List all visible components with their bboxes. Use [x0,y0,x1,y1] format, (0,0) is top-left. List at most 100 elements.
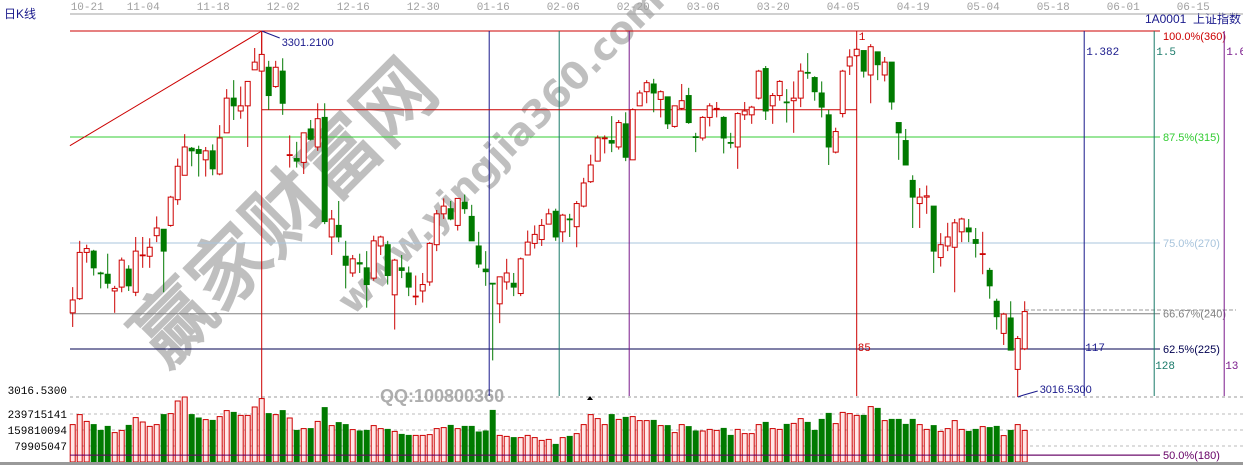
volume-bar [314,420,321,463]
volume-bar [279,410,286,463]
x-tick-label: 04-05 [827,2,860,14]
candle-body [678,100,685,109]
candle-body [433,213,440,246]
candle-body [321,116,328,223]
candle-body [370,240,377,279]
candle-body [405,272,412,288]
candle-body [496,276,503,305]
candle [356,253,363,273]
candle [202,146,209,177]
candle [111,285,118,313]
candle [678,83,685,110]
candle-body [965,227,972,233]
candle-body [916,196,923,205]
volume-bar [447,424,454,463]
candle-body [307,128,314,140]
candle [307,119,314,141]
candle-body [937,244,944,259]
candle-body [615,122,622,148]
candle-body [552,210,559,238]
volume-bar [559,437,566,463]
candle [811,76,818,101]
volume-bar [223,410,230,463]
candle-body [202,150,209,161]
candle [909,175,916,228]
candle-body [874,51,881,66]
candle-body [895,122,902,134]
candle [181,134,188,176]
candle-body [909,179,916,198]
candle-body [699,116,706,139]
volume-bar [90,424,97,463]
volume-axis-label: 239715141 [8,410,68,422]
x-tick-label: 03-06 [687,2,720,14]
volume-bar [370,425,377,463]
candle-body [356,262,363,265]
gann-level-label: 75.0%(270) [1163,238,1220,250]
candle [265,60,272,110]
candle-body [1007,317,1014,351]
candle [902,128,909,166]
volume-bar [405,434,412,463]
candle [433,209,440,252]
time-count-label: 128 [1155,361,1175,373]
candle-body [188,147,195,152]
candle [748,105,755,124]
candle-body [216,137,223,175]
candle-body [524,241,531,256]
candle [937,233,944,267]
candle [146,238,153,268]
candle-body [104,273,111,284]
candle-body [118,259,125,288]
candle [482,251,489,286]
candle [510,272,517,297]
candle-body [342,255,349,266]
candle [538,218,545,246]
candle-body [181,146,188,176]
candle-body [846,56,853,67]
candle [1021,301,1028,351]
candle [643,80,650,104]
candle-body [671,105,678,127]
candle [531,225,538,249]
candle [762,65,769,120]
candle [734,112,741,169]
candle [195,145,202,177]
candle [258,31,265,72]
candle-body [97,272,104,275]
candle-body [90,250,97,269]
candle-body [300,132,307,163]
candle-body [853,48,860,57]
candle-body [650,83,657,94]
candle [90,249,97,276]
candle [664,96,671,129]
candle-body [783,101,790,104]
volume-bar [342,424,349,463]
volume-bar [755,424,762,463]
candle [846,49,853,75]
candle-body [391,259,398,296]
volume-bar [230,411,237,463]
candle [951,218,958,293]
volume-bar [573,433,580,463]
volume-bar [664,425,671,463]
candle-body [930,205,937,252]
candle [328,209,335,255]
candle-body [664,96,671,125]
volume-bar [111,432,118,463]
candle [972,227,979,258]
candle [524,230,531,256]
candle [713,101,720,118]
candle-body [1000,313,1007,334]
candle-body [685,95,692,124]
candle [993,298,1000,330]
candle-body [237,105,244,112]
candle [160,228,167,293]
volume-bar [398,433,405,463]
candle-body [1021,311,1028,350]
candle [349,254,356,277]
volume-bar [881,420,888,463]
volume-bar [503,435,510,463]
candle-body [251,61,258,71]
